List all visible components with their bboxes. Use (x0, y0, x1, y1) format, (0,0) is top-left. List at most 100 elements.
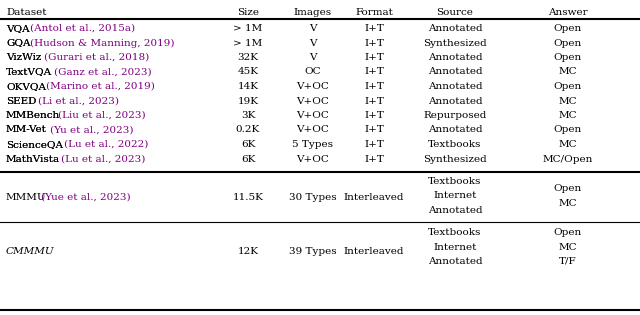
Text: (Lu et al., 2023): (Lu et al., 2023) (61, 154, 145, 163)
Text: Images: Images (294, 8, 332, 17)
Text: MC: MC (559, 67, 577, 77)
Text: OC: OC (305, 67, 321, 77)
Text: Annotated: Annotated (428, 67, 483, 77)
Text: MathVista: MathVista (6, 154, 60, 163)
Text: Annotated: Annotated (428, 53, 483, 62)
Text: 6K: 6K (241, 140, 255, 149)
Text: (Liu et al., 2023): (Liu et al., 2023) (58, 111, 146, 120)
Text: Annotated: Annotated (428, 257, 483, 266)
Text: Open: Open (554, 228, 582, 237)
Text: Open: Open (554, 82, 582, 91)
Text: (Lu et al., 2022): (Lu et al., 2022) (64, 140, 148, 149)
Text: VQA: VQA (6, 24, 29, 33)
Text: I+T: I+T (364, 96, 384, 106)
Text: I+T: I+T (364, 24, 384, 33)
Text: V: V (309, 38, 317, 48)
Text: TextVQA: TextVQA (6, 67, 52, 77)
Text: (Hudson & Manning, 2019): (Hudson & Manning, 2019) (30, 38, 175, 48)
Text: 19K: 19K (237, 96, 259, 106)
Text: MC: MC (559, 111, 577, 120)
Text: ScienceQA: ScienceQA (6, 140, 63, 149)
Text: (Yue et al., 2023): (Yue et al., 2023) (41, 192, 131, 202)
Text: I+T: I+T (364, 82, 384, 91)
Text: MMBench: MMBench (6, 111, 60, 120)
Text: Annotated: Annotated (428, 125, 483, 135)
Text: > 1M: > 1M (234, 24, 262, 33)
Text: Annotated: Annotated (428, 206, 483, 215)
Text: Size: Size (237, 8, 259, 17)
Text: MMMU: MMMU (6, 192, 47, 202)
Text: T/F: T/F (559, 257, 577, 266)
Text: MC: MC (559, 243, 577, 251)
Text: (Li et al., 2023): (Li et al., 2023) (38, 96, 119, 106)
Text: Interleaved: Interleaved (344, 248, 404, 256)
Text: Open: Open (554, 184, 582, 193)
Text: V+OC: V+OC (296, 154, 330, 163)
Text: MM-Vet: MM-Vet (6, 125, 47, 135)
Text: V+OC: V+OC (296, 125, 330, 135)
Text: 14K: 14K (237, 82, 259, 91)
Text: V+OC: V+OC (296, 96, 330, 106)
Text: Open: Open (554, 125, 582, 135)
Text: (Antol et al., 2015a): (Antol et al., 2015a) (30, 24, 135, 33)
Text: Format: Format (355, 8, 393, 17)
Text: I+T: I+T (364, 125, 384, 135)
Text: MC/Open: MC/Open (543, 154, 593, 163)
Text: MC: MC (559, 199, 577, 208)
Text: 11.5K: 11.5K (232, 192, 264, 202)
Text: I+T: I+T (364, 67, 384, 77)
Text: (Yu et al., 2023): (Yu et al., 2023) (50, 125, 134, 135)
Text: MC: MC (559, 140, 577, 149)
Text: SEED: SEED (6, 96, 36, 106)
Text: OKVQA: OKVQA (6, 82, 46, 91)
Text: 32K: 32K (237, 53, 259, 62)
Text: 30 Types: 30 Types (289, 192, 337, 202)
Text: 45K: 45K (237, 67, 259, 77)
Text: (Marino et al., 2019): (Marino et al., 2019) (46, 82, 155, 91)
Text: ScienceQA: ScienceQA (6, 140, 63, 149)
Text: Synthesized: Synthesized (423, 38, 487, 48)
Text: Open: Open (554, 24, 582, 33)
Text: Annotated: Annotated (428, 96, 483, 106)
Text: I+T: I+T (364, 38, 384, 48)
Text: MathVista: MathVista (6, 154, 60, 163)
Text: Open: Open (554, 53, 582, 62)
Text: Source: Source (436, 8, 474, 17)
Text: Answer: Answer (548, 8, 588, 17)
Text: CMMMU: CMMMU (6, 248, 54, 256)
Text: OKVQA: OKVQA (6, 82, 46, 91)
Text: VizWiz: VizWiz (6, 53, 42, 62)
Text: (Ganz et al., 2023): (Ganz et al., 2023) (54, 67, 152, 77)
Text: I+T: I+T (364, 111, 384, 120)
Text: Synthesized: Synthesized (423, 154, 487, 163)
Text: VQA: VQA (6, 24, 29, 33)
Text: Open: Open (554, 38, 582, 48)
Text: Textbooks: Textbooks (428, 140, 482, 149)
Text: Textbooks: Textbooks (428, 177, 482, 186)
Text: Interleaved: Interleaved (344, 192, 404, 202)
Text: VizWiz: VizWiz (6, 53, 42, 62)
Text: 6K: 6K (241, 154, 255, 163)
Text: I+T: I+T (364, 154, 384, 163)
Text: Annotated: Annotated (428, 24, 483, 33)
Text: GQA: GQA (6, 38, 31, 48)
Text: I+T: I+T (364, 140, 384, 149)
Text: 12K: 12K (237, 248, 259, 256)
Text: V+OC: V+OC (296, 82, 330, 91)
Text: 5 Types: 5 Types (292, 140, 333, 149)
Text: Dataset: Dataset (6, 8, 47, 17)
Text: > 1M: > 1M (234, 38, 262, 48)
Text: V: V (309, 24, 317, 33)
Text: Annotated: Annotated (428, 82, 483, 91)
Text: TextVQA: TextVQA (6, 67, 52, 77)
Text: MC: MC (559, 96, 577, 106)
Text: Textbooks: Textbooks (428, 228, 482, 237)
Text: (Gurari et al., 2018): (Gurari et al., 2018) (44, 53, 149, 62)
Text: I+T: I+T (364, 53, 384, 62)
Text: GQA: GQA (6, 38, 31, 48)
Text: Internet: Internet (433, 243, 477, 251)
Text: SEED: SEED (6, 96, 36, 106)
Text: MM-Vet: MM-Vet (6, 125, 47, 135)
Text: Repurposed: Repurposed (423, 111, 486, 120)
Text: V: V (309, 53, 317, 62)
